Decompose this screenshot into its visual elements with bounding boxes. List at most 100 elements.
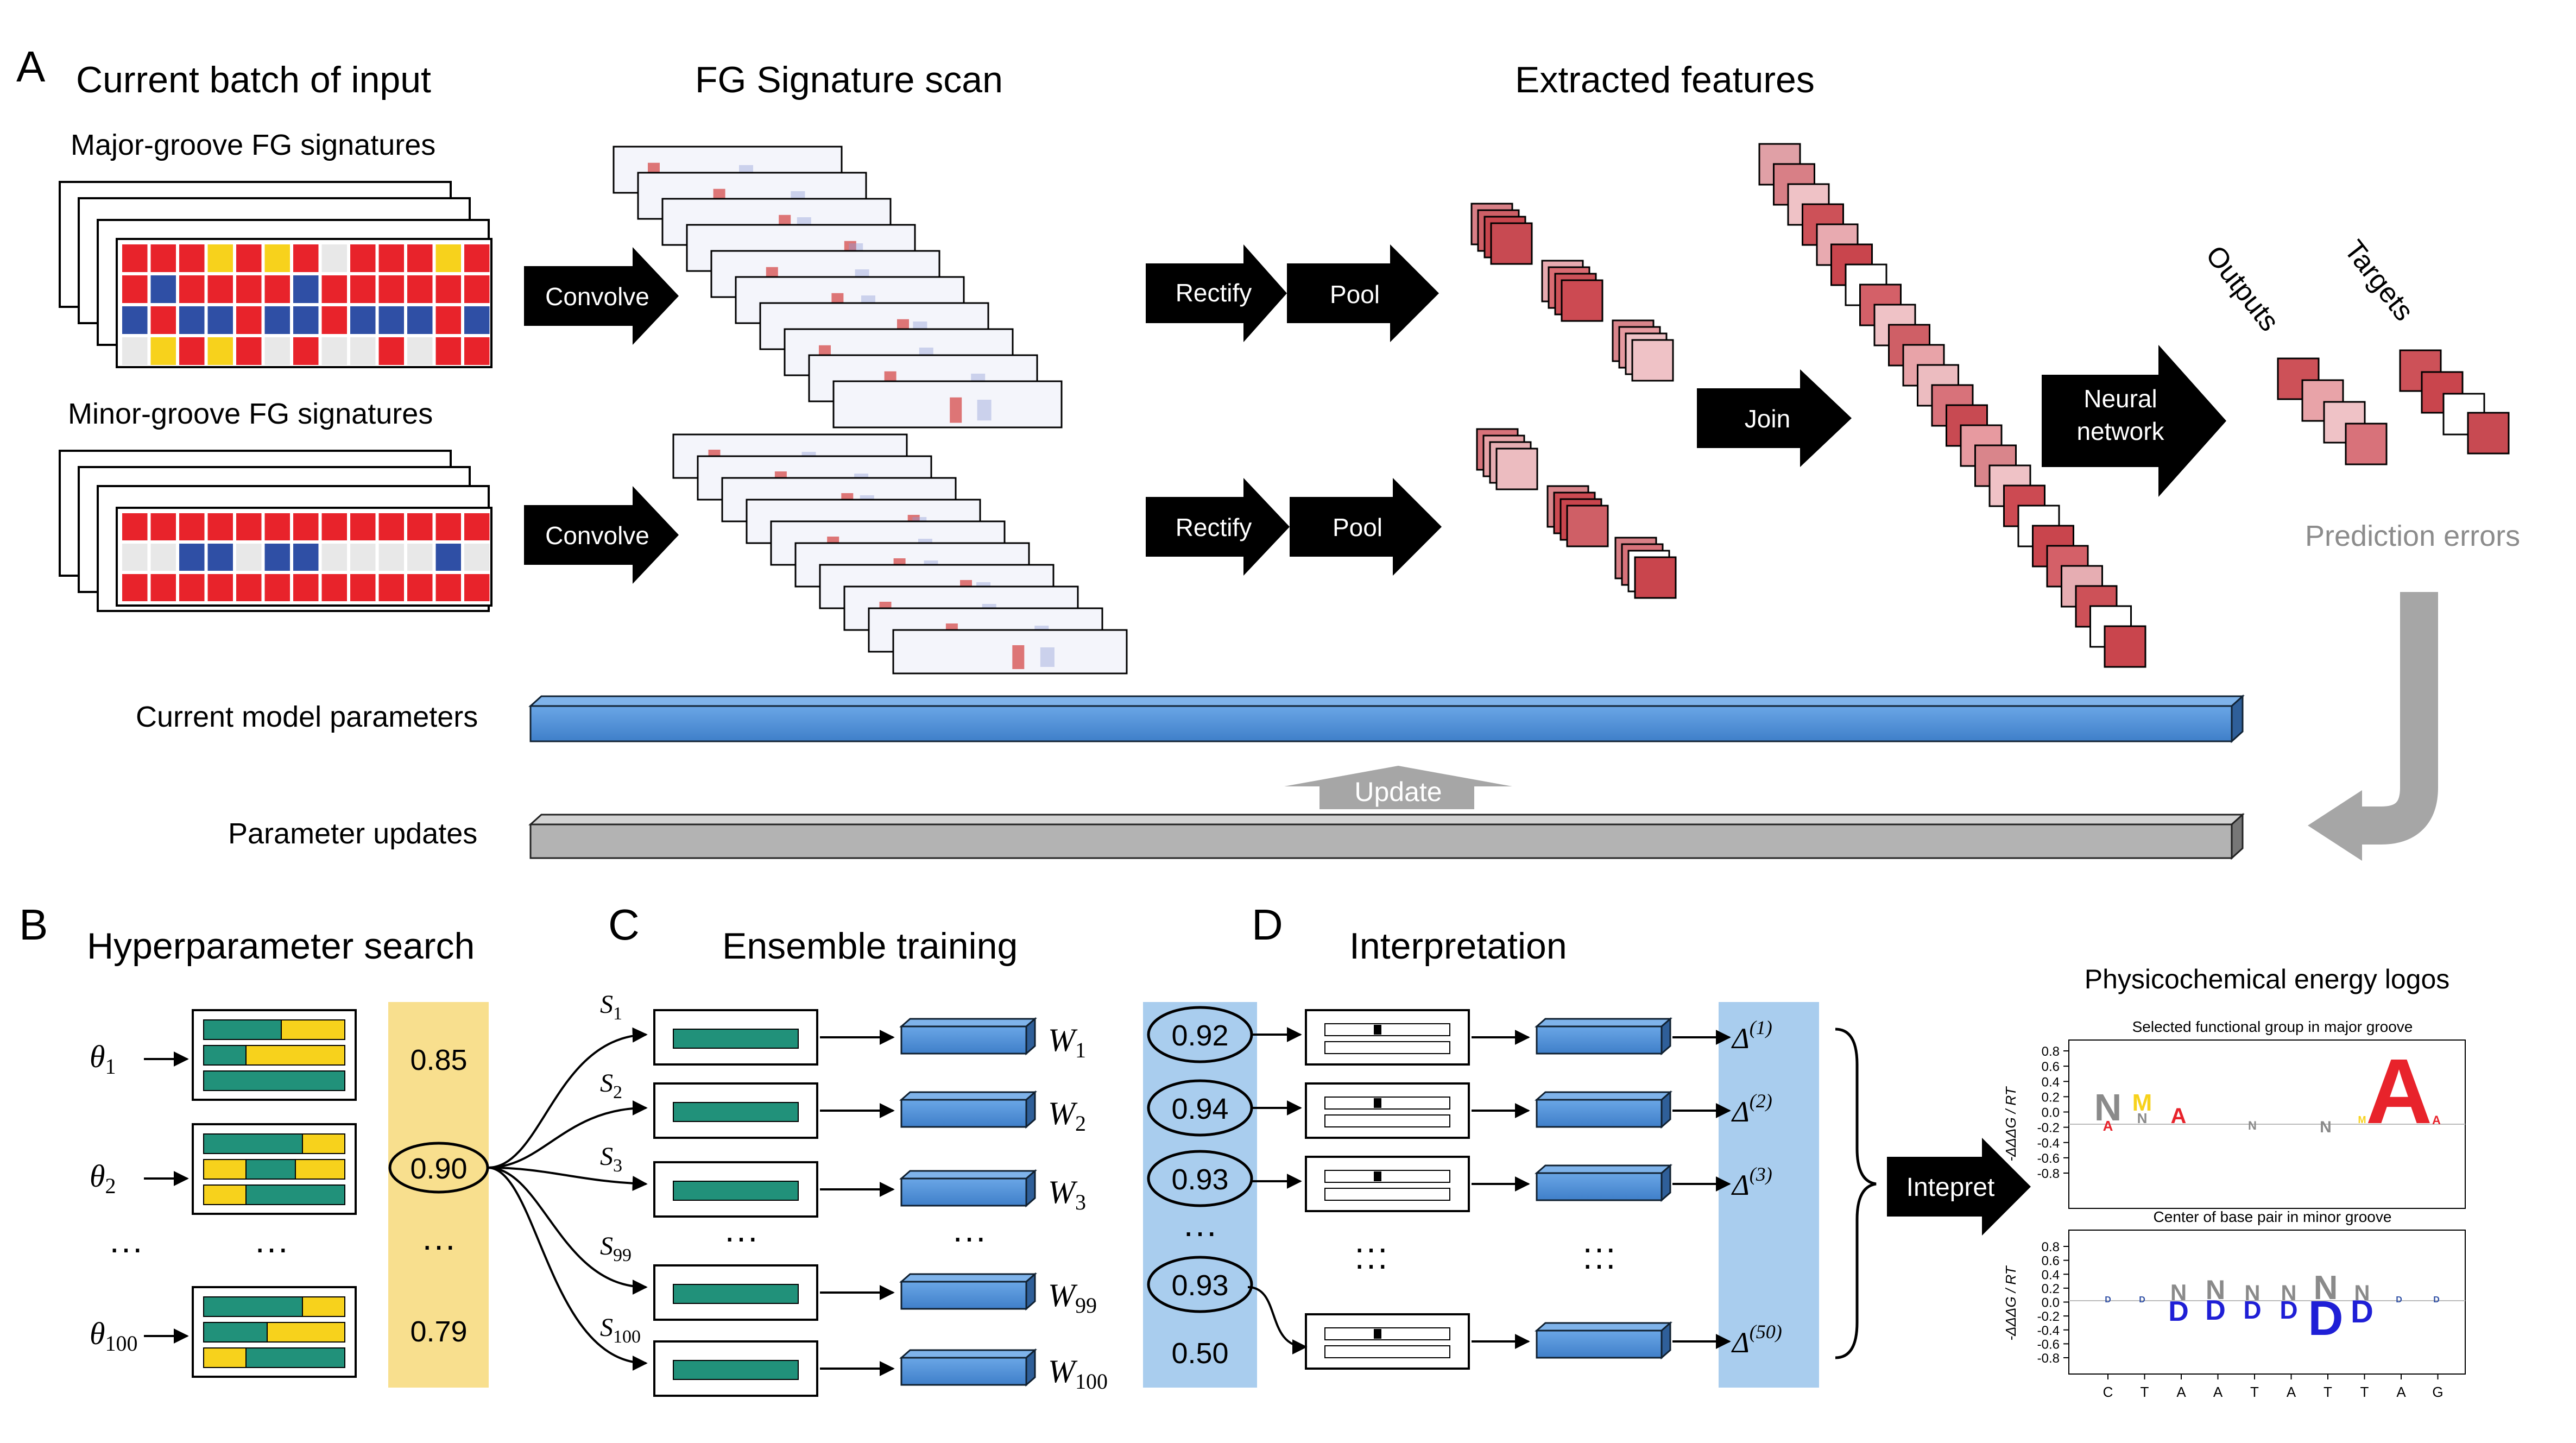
input-track (1324, 1345, 1450, 1358)
grid-cell (350, 306, 376, 334)
config-bar-fill (203, 1019, 282, 1040)
svg-text:D: D (2105, 1295, 2111, 1305)
weights-ellipsis-2: ··· (1582, 1245, 1617, 1284)
weight-block-top (899, 1349, 1037, 1359)
weight-block (1536, 1099, 1663, 1128)
grid-cell (293, 337, 319, 365)
rectify-arrow-major: Rectify (1146, 244, 1287, 342)
grid-cell (435, 574, 461, 601)
ytick-label: -0.6 (2037, 1337, 2060, 1352)
feature-square (1495, 448, 1538, 490)
weight-label: W100 (1048, 1353, 1108, 1394)
theta-subscript: 1 (105, 1054, 116, 1079)
weights-ellipsis-1: ··· (1582, 1228, 1617, 1268)
mutation-marker (1374, 1171, 1381, 1181)
s-subscript: 3 (613, 1156, 622, 1176)
xtick-label: T (2141, 1384, 2149, 1400)
delta-superscript: (2) (1750, 1090, 1772, 1112)
svg-text:N: N (2094, 1086, 2122, 1129)
ytick-label: 0.8 (2042, 1240, 2060, 1255)
convolve-label: Convolve (545, 521, 649, 550)
weight-block-side (1660, 1321, 1671, 1360)
grid-cell (378, 337, 404, 365)
config-ellipsis: ··· (254, 1228, 289, 1268)
config-bar-fill (203, 1322, 268, 1343)
neural-network-label-1: Neural (2083, 385, 2157, 413)
weight-subscript: 1 (1075, 1038, 1086, 1062)
xtick-label: A (2396, 1384, 2406, 1400)
grid-cell (207, 337, 233, 365)
weight-block-side (1660, 1090, 1671, 1129)
convolve-arrow-major: Convolve (524, 247, 679, 345)
weights-ellipsis: ··· (952, 1218, 987, 1257)
grid-cell (207, 544, 233, 571)
ytick-label: -0.4 (2037, 1324, 2060, 1338)
grid-cell (407, 513, 433, 540)
grid-cell (378, 513, 404, 540)
grid-cell (179, 574, 205, 601)
model-architecture-box (1305, 1313, 1470, 1370)
grid-cell (464, 544, 490, 571)
logo-top-ylabel: -ΔΔΔG / RT (2003, 1086, 2019, 1161)
convolve-label: Convolve (545, 282, 649, 311)
title-interpretation: Interpretation (1349, 925, 1567, 967)
grid-cell (464, 337, 490, 365)
neural-network-label-2: network (2076, 417, 2164, 445)
xtick-label: T (2324, 1384, 2332, 1400)
weight-label: W99 (1048, 1277, 1097, 1318)
grid-cell (321, 544, 347, 571)
grid-cell (293, 275, 319, 303)
pooled-features (1470, 203, 1677, 599)
grid-cell (350, 574, 376, 601)
score-column-blue-left (1143, 1002, 1257, 1388)
grid-cell (293, 513, 319, 540)
model-layer (673, 1102, 799, 1122)
input-track (1324, 1188, 1450, 1201)
weight-block (900, 1025, 1027, 1055)
grid-cell (179, 337, 205, 365)
grid-cell (464, 574, 490, 601)
svg-text:M: M (2132, 1089, 2152, 1116)
svg-text:N: N (2245, 1281, 2261, 1305)
input-track (1324, 1327, 1450, 1340)
update-label: Update (1354, 777, 1442, 807)
model-score: 0.94 (1171, 1093, 1228, 1125)
panel-a-letter: A (16, 42, 46, 91)
weight-block-side (1025, 1169, 1036, 1208)
svg-text:N: N (2137, 1110, 2148, 1126)
config-bar-fill (203, 1045, 247, 1066)
grid-cell (150, 544, 176, 571)
weight-block-side (1025, 1348, 1036, 1387)
s-subscript: 99 (613, 1245, 632, 1265)
grid-cell (435, 513, 461, 540)
interpret-label: Intepret (1906, 1173, 1995, 1202)
weight-block (1536, 1329, 1663, 1359)
weight-block-top (899, 1018, 1037, 1028)
model-architecture-box (1305, 1009, 1470, 1066)
grid-cell (179, 244, 205, 272)
pool-label: Pool (1333, 513, 1382, 541)
theta-ellipsis: ··· (109, 1228, 143, 1268)
feature-square (1631, 339, 1674, 382)
ytick-label: -0.2 (2037, 1121, 2060, 1136)
score-value: 0.85 (410, 1044, 467, 1076)
scan-hotspot (1012, 645, 1025, 669)
ytick-label: 0.8 (2042, 1044, 2060, 1059)
svg-text:N: N (2248, 1119, 2257, 1132)
grid-cell (293, 306, 319, 334)
xtick-label: A (2213, 1384, 2223, 1400)
weight-block-top (899, 1273, 1037, 1283)
grid-cell (264, 544, 290, 571)
model-ellipsis-2: ··· (1354, 1245, 1388, 1284)
targets-label: Targets (2338, 235, 2420, 327)
ytick-label: -0.8 (2037, 1351, 2060, 1366)
svg-text:A: A (2103, 1118, 2113, 1134)
title-fg-scan: FG Signature scan (695, 59, 1003, 100)
grid-cell (435, 544, 461, 571)
minor-groove-grid (59, 450, 493, 612)
convolve-arrow-minor: Convolve (524, 486, 679, 584)
grid-cell (378, 574, 404, 601)
delta-column-blue (1719, 1002, 1819, 1388)
output-square (2345, 423, 2388, 465)
title-extracted-features: Extracted features (1515, 59, 1815, 100)
